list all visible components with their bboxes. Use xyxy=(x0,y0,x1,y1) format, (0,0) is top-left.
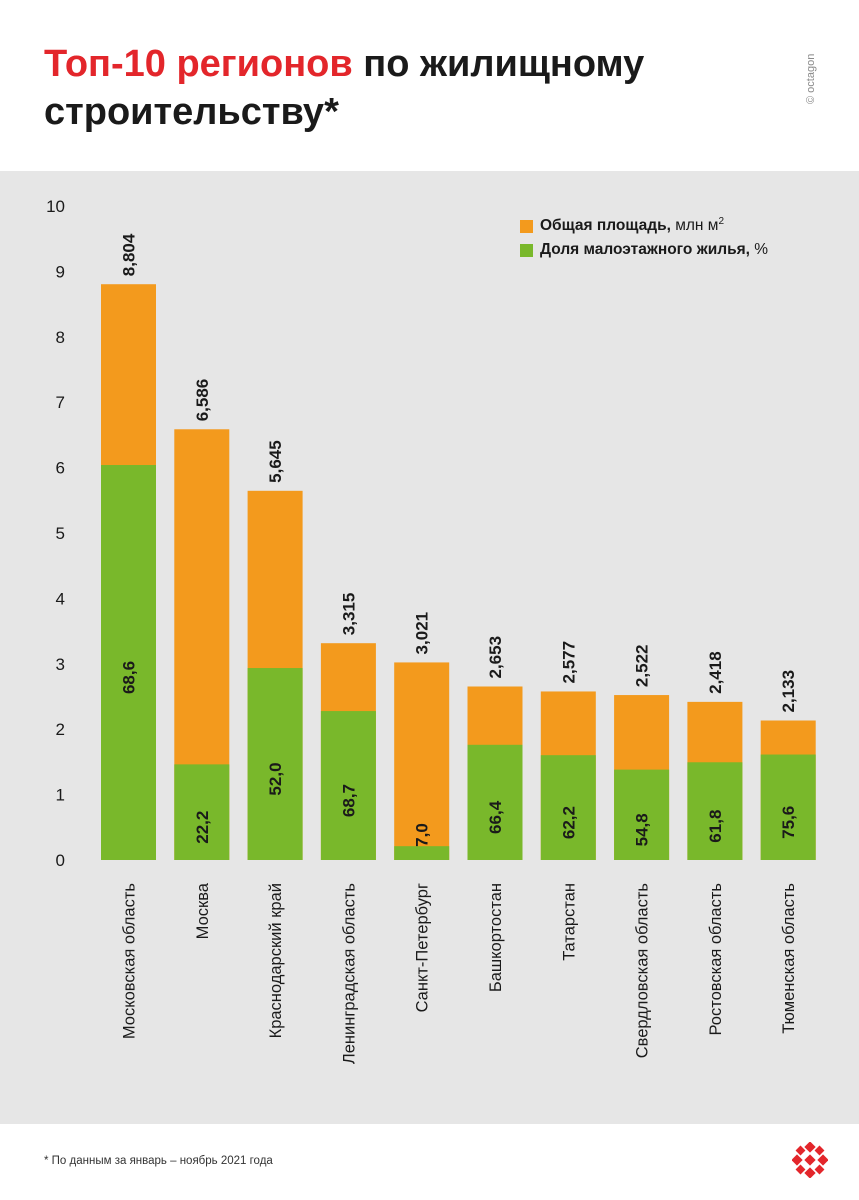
legend-label-total-area: Общая площадь, млн м2 xyxy=(540,216,724,235)
category-label: Ленинградская область xyxy=(340,883,358,1064)
data-label-low-rise-share: 62,2 xyxy=(559,806,578,839)
legend-item-total-area: Общая площадь, млн м2 xyxy=(520,214,768,238)
copyright-text: © octagon xyxy=(805,53,817,104)
data-label-total-area: 2,133 xyxy=(779,670,798,713)
bar-low-rise-share xyxy=(247,668,303,860)
legend: Общая площадь, млн м2 Доля малоэтажного … xyxy=(520,214,768,262)
data-label-total-area: 6,586 xyxy=(193,379,212,422)
y-tick-label: 1 xyxy=(56,786,65,805)
data-label-low-rise-share: 52,0 xyxy=(266,762,285,795)
bar-low-rise-share xyxy=(540,755,596,860)
data-label-total-area: 2,522 xyxy=(633,645,652,688)
y-tick-label: 8 xyxy=(56,328,65,347)
bar-low-rise-share xyxy=(174,764,230,860)
bar-low-rise-share xyxy=(101,465,156,860)
y-tick-label: 2 xyxy=(56,720,65,739)
bar-low-rise-share xyxy=(320,711,376,860)
data-label-low-rise-share: 68,6 xyxy=(120,661,139,694)
legend-label-low-rise-share: Доля малоэтажного жилья, % xyxy=(540,241,769,258)
data-label-total-area: 2,418 xyxy=(706,651,725,694)
bar-low-rise-share xyxy=(467,744,523,860)
y-tick-label: 6 xyxy=(56,459,65,478)
data-label-total-area: 5,645 xyxy=(266,440,285,483)
legend-swatch-orange xyxy=(520,219,533,233)
category-label: Краснодарский край xyxy=(267,883,285,1038)
category-label: Санкт-Петербург xyxy=(414,883,432,1012)
data-label-low-rise-share: 68,7 xyxy=(339,784,358,817)
bar-chart: 0 1 2 3 4 5 6 7 8 9 10 8,804 68,6 Московская область 6… xyxy=(46,197,816,1064)
data-label-total-area: 3,021 xyxy=(413,612,432,655)
y-tick-label: 3 xyxy=(56,655,65,674)
data-label-low-rise-share: 75,6 xyxy=(779,806,798,839)
category-label: Башкортостан xyxy=(487,883,505,992)
bar-low-rise-share xyxy=(394,846,450,860)
category-label: Свердловская область xyxy=(634,883,652,1058)
title-line1: по жилищному xyxy=(352,43,645,85)
data-label-low-rise-share: 22,2 xyxy=(193,811,212,844)
y-tick-label: 9 xyxy=(56,262,65,281)
data-label-low-rise-share: 54,8 xyxy=(633,813,652,846)
data-label-low-rise-share: 61,8 xyxy=(706,810,725,843)
y-tick-label: 4 xyxy=(56,589,65,608)
bar-low-rise-share xyxy=(687,762,743,860)
category-label: Москва xyxy=(194,882,212,939)
y-tick-label: 5 xyxy=(56,524,65,543)
category-label: Татарстан xyxy=(560,883,578,961)
bar-low-rise-share xyxy=(760,754,816,860)
y-tick-label: 7 xyxy=(56,393,65,412)
bar-low-rise-share xyxy=(614,769,670,860)
y-tick-label: 10 xyxy=(46,197,65,216)
bar-total-area xyxy=(394,662,450,860)
title-accent: Топ-10 регионов xyxy=(44,43,353,85)
data-label-low-rise-share: 7,0 xyxy=(413,823,432,847)
octagon-logo-icon xyxy=(792,1142,828,1178)
footnote: * По данным за январь – ноябрь 2021 года xyxy=(44,1155,273,1167)
legend-swatch-green xyxy=(520,243,533,257)
title-line2: строительству* xyxy=(44,91,339,133)
data-label-total-area: 2,577 xyxy=(559,641,578,684)
legend-item-low-rise-share: Доля малоэтажного жилья, % xyxy=(520,238,768,262)
data-label-total-area: 3,315 xyxy=(339,593,358,636)
category-label: Тюменская область xyxy=(780,883,798,1034)
category-label: Московская область xyxy=(121,883,139,1039)
category-label: Ростовская область xyxy=(707,883,725,1035)
data-label-total-area: 2,653 xyxy=(486,636,505,679)
data-label-total-area: 8,804 xyxy=(120,233,139,276)
data-label-low-rise-share: 66,4 xyxy=(486,800,505,834)
page-title: Топ-10 регионов по жилищному строительст… xyxy=(44,40,644,136)
y-tick-label: 0 xyxy=(56,851,65,870)
